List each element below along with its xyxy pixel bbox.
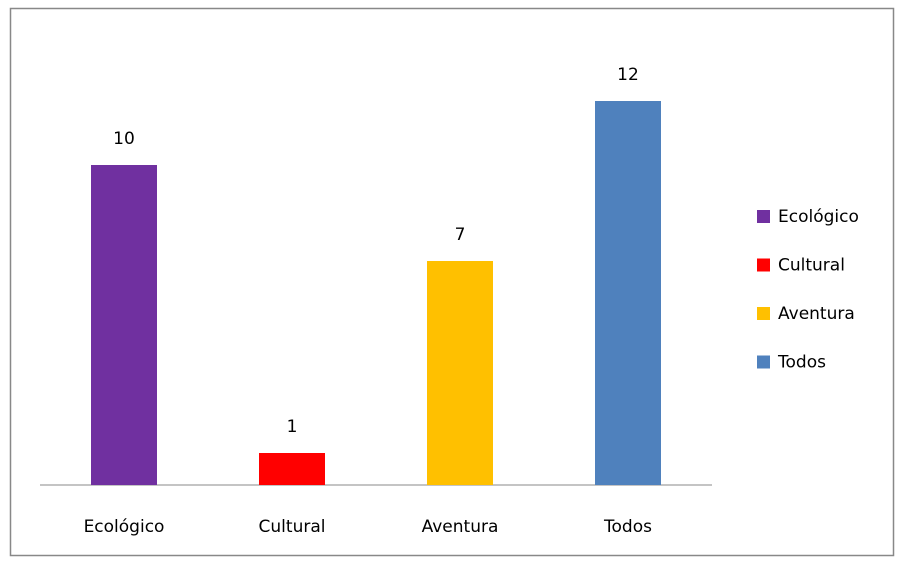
legend-label: Aventura <box>778 304 855 324</box>
data-label: 10 <box>113 129 135 149</box>
bar <box>427 261 493 485</box>
x-tick-label: Aventura <box>422 517 499 537</box>
legend-swatch <box>757 258 770 272</box>
bar <box>91 165 157 485</box>
data-label: 12 <box>617 65 639 85</box>
legend-swatch <box>757 355 770 369</box>
x-tick-label: Ecológico <box>84 517 165 537</box>
bar <box>259 453 325 485</box>
data-label: 7 <box>455 225 466 245</box>
legend-label: Ecológico <box>778 207 859 227</box>
x-tick-label: Cultural <box>259 517 326 537</box>
legend-label: Todos <box>777 353 826 373</box>
legend-swatch <box>757 210 770 223</box>
legend-label: Cultural <box>778 256 845 276</box>
x-tick-label: Todos <box>603 517 652 537</box>
data-label: 1 <box>287 417 298 437</box>
bar <box>595 101 661 485</box>
legend-swatch <box>757 307 770 320</box>
